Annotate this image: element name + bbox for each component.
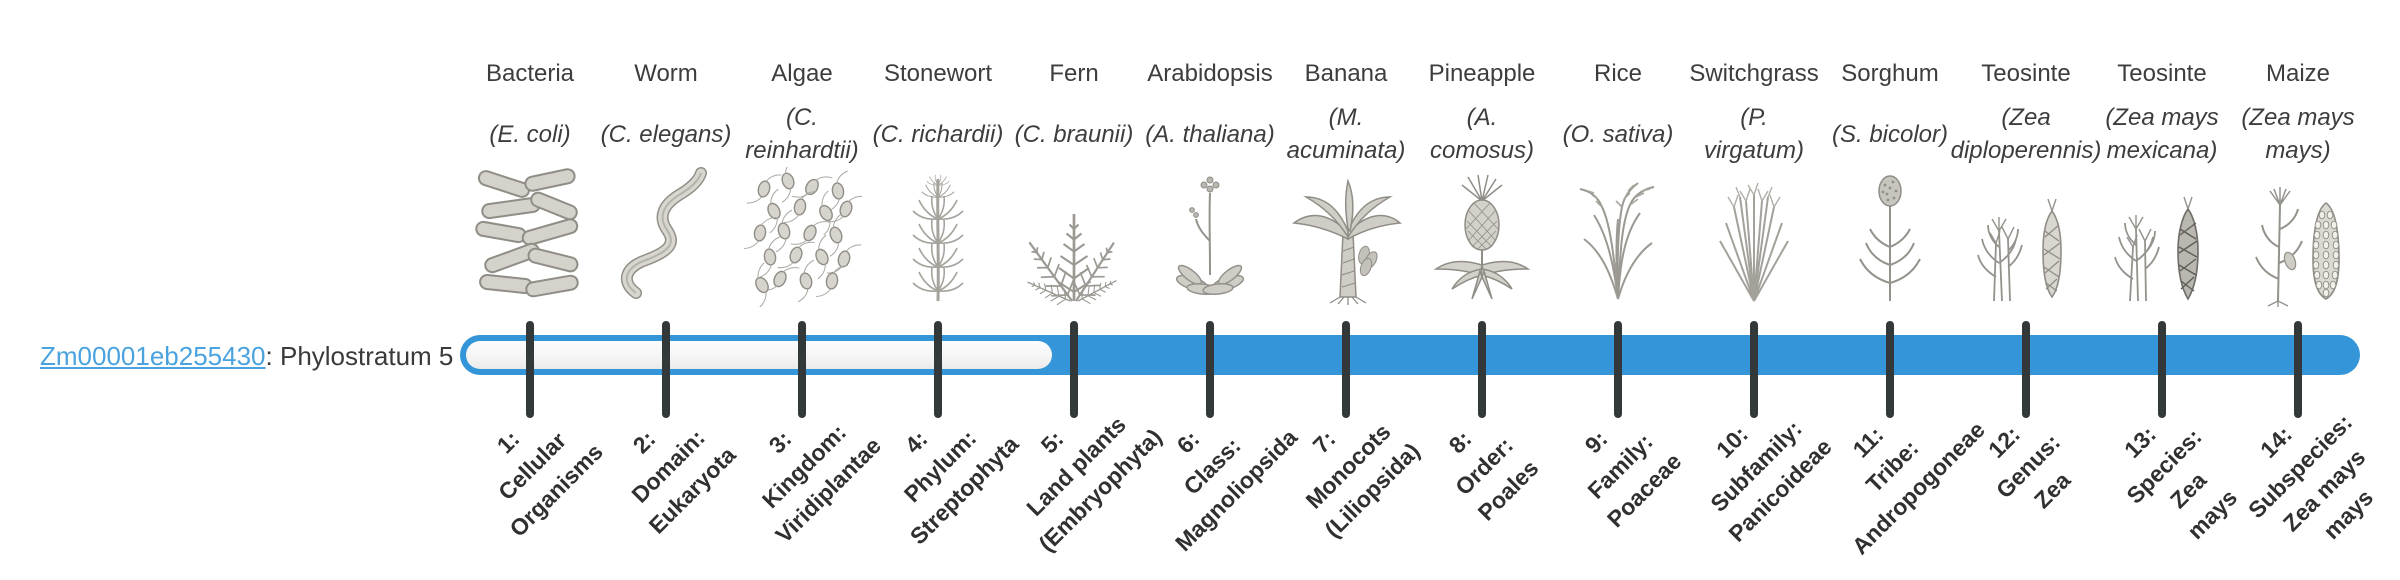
organism-common-name: Rice (1593, 60, 1642, 87)
organism-column: Switchgrass (P. virgatum) 10: Subfamily:… (1674, 0, 1836, 580)
stratum-tick (1070, 321, 1078, 418)
organism-illustration (736, 166, 868, 308)
organism-common-name: Teosinte (1981, 60, 2071, 87)
organism-scientific-name: (A. thaliana) (1145, 120, 1275, 148)
organism-common-name: Banana (1304, 60, 1388, 87)
organism-scientific-name: (C. reinhardtii) (745, 104, 859, 164)
organism-illustration (1008, 166, 1140, 308)
stratum-tick (934, 321, 942, 418)
organism-scientific-name: (M. acuminata) (1286, 104, 1406, 164)
gene-id-link[interactable]: Zm00001eb255430 (40, 341, 266, 371)
organism-scientific-name: (C. richardii) (872, 120, 1004, 148)
organism-common-name: Maize (2265, 60, 2331, 87)
organism-scientific-name: (Zea mays mays) (2241, 104, 2355, 164)
organism-common-name: Switchgrass (1689, 60, 1819, 87)
stratum-tick (1886, 321, 1894, 418)
organism-scientific-name: (A. comosus) (1429, 104, 1535, 164)
organism-common-name: Bacteria (485, 60, 575, 87)
organism-column: Stonewort (C. richardii) 4: Phylum: Stre… (858, 0, 1024, 580)
stratum-tick (662, 321, 670, 418)
organism-column: Algae (C. reinhardtii) 3: Kingdom: Virid… (722, 0, 886, 580)
switchgrass-icon (1719, 182, 1789, 302)
stratum-tick (2294, 321, 2302, 418)
organism-illustration (872, 166, 1004, 308)
organism-illustration (2232, 166, 2364, 308)
stratum-label: 14: Subspecies: Zea mays mays (2242, 408, 2379, 545)
organism-column: Bacteria (E. coli) 1: Cellular Orga (450, 0, 610, 580)
phylostratum-bar (460, 335, 2360, 375)
organism-scientific-name: (C. elegans) (600, 120, 732, 148)
bacteria-icon (475, 168, 579, 298)
arabidopsis-icon (1175, 176, 1245, 295)
organism-common-name: Arabidopsis (1147, 60, 1273, 87)
algae-icon (742, 167, 862, 307)
pineapple-icon (1433, 174, 1531, 300)
organism-scientific-name: (Zea diploperennis) (1950, 104, 2102, 164)
organism-illustration (1960, 166, 2092, 308)
sorghum-icon (1859, 175, 1921, 301)
banana-icon (1292, 178, 1402, 305)
stratum-tick (526, 321, 534, 418)
organism-illustration (1824, 166, 1956, 308)
organism-column: Maize (Zea mays mays) (2218, 0, 2378, 580)
rice-icon (1579, 182, 1655, 300)
organism-scientific-name: (Zea mays mexicana) (2105, 104, 2219, 164)
stratum-tick (2022, 321, 2030, 418)
organism-column: Arabidopsis (A. thaliana) 6: C (1130, 0, 1302, 580)
organism-column: Fern (C. braunii) 5: Land plants (Embryo… (994, 0, 1167, 580)
organism-illustration (2096, 166, 2228, 308)
teosinte-mexicana-icon (2114, 196, 2199, 302)
organism-scientific-name: (C. braunii) (1014, 120, 1134, 148)
organism-scientific-name: (S. bicolor) (1831, 120, 1949, 148)
organism-column: Teosinte (Zea diploperennis) 12: Genus: … (1946, 0, 2106, 580)
stratum-tick (1614, 321, 1622, 418)
organism-illustration (600, 166, 732, 308)
organism-scientific-name: (O. sativa) (1562, 120, 1674, 148)
organism-column: Rice (O. sativa) 9: Family: Poaceae (1538, 0, 1698, 580)
stratum-tick (1206, 321, 1214, 418)
organism-common-name: Sorghum (1841, 60, 1939, 87)
organism-scientific-name: (E. coli) (489, 120, 571, 148)
gene-phylostratum-text: : Phylostratum 5 (265, 341, 454, 371)
stonewort-icon (912, 174, 964, 302)
organism-common-name: Algae (771, 60, 833, 87)
organism-common-name: Worm (634, 60, 698, 87)
organism-common-name: Pineapple (1428, 60, 1536, 87)
maize-icon (2255, 187, 2340, 307)
organism-illustration (1688, 166, 1820, 308)
stratum-tick (798, 321, 806, 418)
organism-illustration (1144, 166, 1276, 308)
organism-column: Banana (M. acuminata) (1266, 0, 1426, 580)
organism-illustration (1416, 166, 1548, 308)
organism-illustration (464, 166, 596, 308)
stratum-tick (1478, 321, 1486, 418)
stratum-tick (1342, 321, 1350, 418)
fern-icon (1017, 212, 1127, 307)
teosinte-diploperennis-icon (1977, 198, 2062, 302)
organism-common-name: Fern (1049, 60, 1099, 87)
organism-column: Sorghum (S. bicolor) 11: Tribe: Andropog… (1810, 0, 1990, 580)
organism-illustration (1552, 166, 1684, 308)
organism-column: Teosinte (Zea mays mexicana) 13: Species… (2082, 0, 2242, 580)
organism-common-name: Teosinte (2117, 60, 2207, 87)
organism-illustration (1280, 166, 1412, 308)
worm-icon (620, 167, 707, 299)
stratum-tick (1750, 321, 1758, 418)
organism-column: Worm (C. elegans) 2: Domain: Eukaryota (586, 0, 746, 580)
gene-label: Zm00001eb255430: Phylostratum 5 (40, 341, 453, 372)
organism-column: Pineapple (A. comosus) 8: Order: Po (1402, 0, 1562, 580)
phylostratum-bar-unfilled (466, 341, 1052, 369)
organism-scientific-name: (P. virgatum) (1703, 104, 1805, 164)
stratum-tick (2158, 321, 2166, 418)
organism-common-name: Stonewort (883, 60, 993, 87)
